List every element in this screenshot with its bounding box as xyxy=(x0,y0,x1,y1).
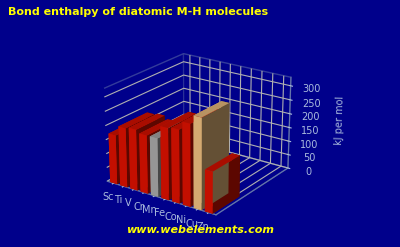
Text: Bond enthalpy of diatomic M-H molecules: Bond enthalpy of diatomic M-H molecules xyxy=(8,7,268,17)
Text: www.webelements.com: www.webelements.com xyxy=(126,225,274,235)
